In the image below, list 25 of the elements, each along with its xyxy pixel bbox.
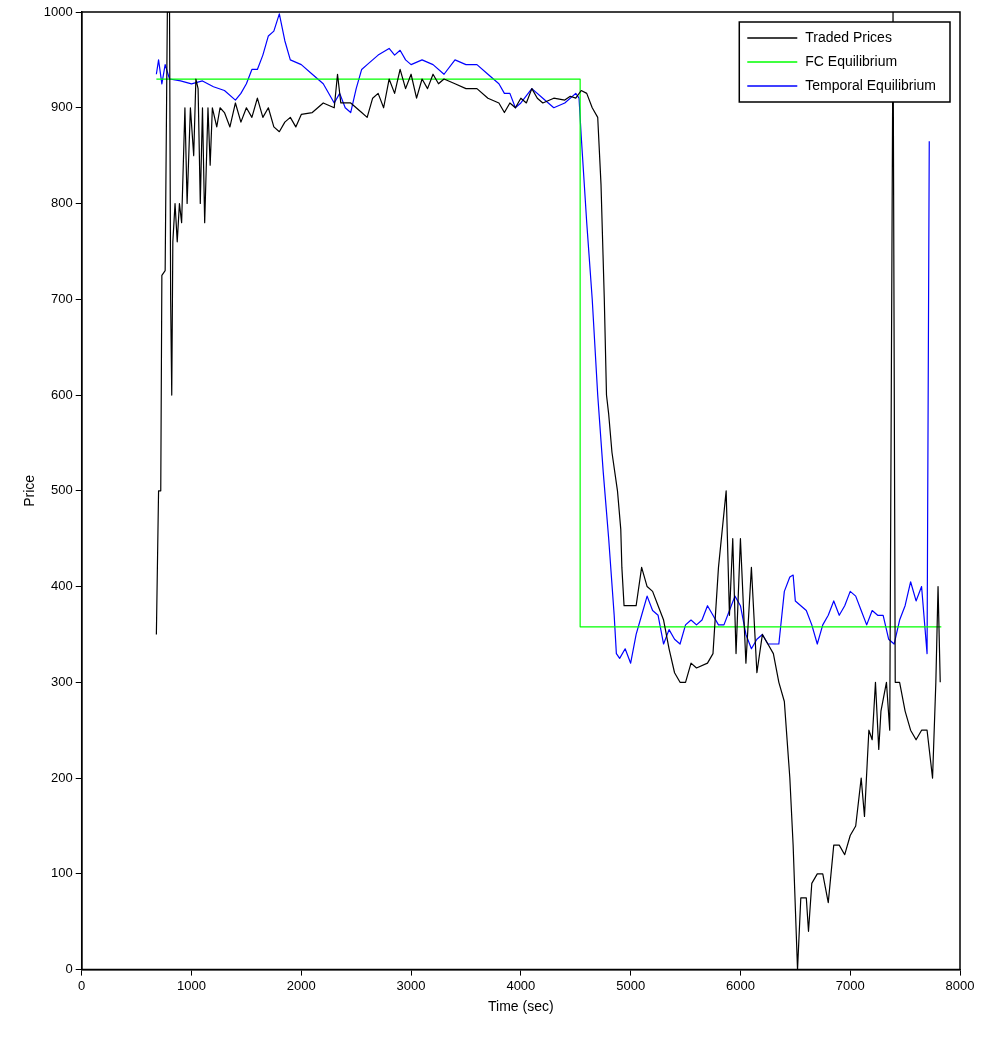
y-tick-label: 500	[51, 482, 73, 498]
x-tick-label: 4000	[506, 977, 536, 993]
y-tick-label: 200	[51, 769, 73, 785]
y-tick-label: 400	[51, 578, 73, 594]
x-tick-label: 3000	[396, 977, 426, 993]
x-tick-label: 6000	[725, 977, 755, 993]
y-tick-label: 800	[51, 195, 73, 211]
y-tick-label: 0	[65, 961, 73, 977]
y-tick-label: 900	[51, 99, 73, 115]
x-tick-label: 7000	[835, 977, 865, 993]
y-tick-label: 1000	[43, 3, 73, 19]
x-tick-label: 0	[78, 977, 86, 993]
x-tick-label: 1000	[177, 977, 206, 993]
x-axis-title: Time (sec)	[488, 998, 554, 1015]
y-tick-label: 100	[51, 865, 73, 881]
legend-label: Temporal Equilibrium	[805, 76, 936, 93]
legend-label: FC Equilibrium	[805, 52, 898, 69]
x-tick-label: 5000	[616, 977, 646, 993]
y-tick-label: 600	[51, 386, 73, 402]
legend-label: Traded Prices	[805, 28, 892, 45]
y-tick-label: 300	[51, 673, 73, 689]
y-axis-title: Price	[21, 474, 38, 507]
x-tick-label: 2000	[286, 977, 316, 993]
x-tick-label: 8000	[945, 977, 975, 993]
y-tick-label: 700	[51, 290, 73, 306]
